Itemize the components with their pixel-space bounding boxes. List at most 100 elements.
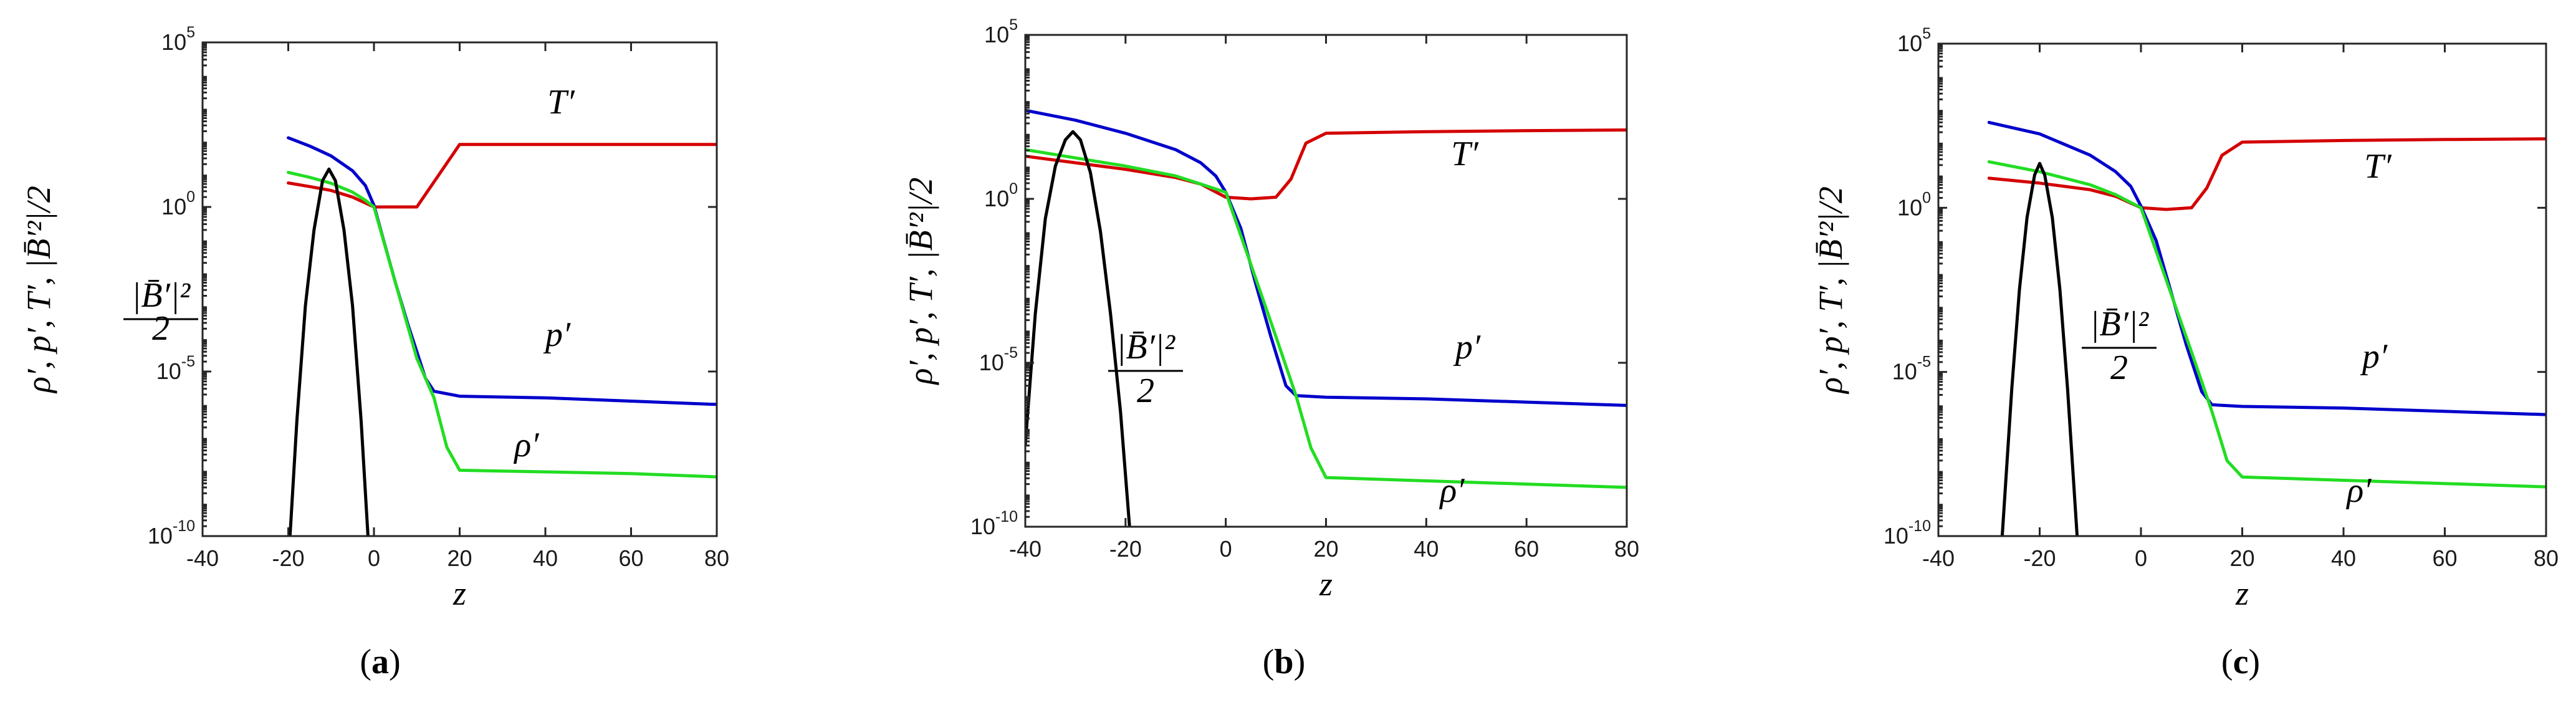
x-tick-label: -20	[272, 545, 304, 571]
y-tick-label: 105	[161, 24, 195, 55]
y-tick-label: 10-10	[1884, 517, 1931, 549]
x-tick-label: 0	[368, 545, 380, 571]
x-axis-label: z	[2235, 575, 2249, 612]
curve-label: ρ′	[513, 426, 539, 464]
x-tick-label: 0	[1220, 536, 1232, 562]
curve-label: p′	[2360, 337, 2388, 376]
y-tick-exponent: -10	[1908, 517, 1931, 535]
y-tick-exponent: 0	[1922, 189, 1931, 206]
caption-letter: c	[2233, 643, 2249, 681]
y-tick-label: 10-5	[1892, 353, 1931, 385]
y-axis-label: ρ′, p′, T′, |B̄′²|/2	[1812, 186, 1849, 395]
caption-paren: (	[360, 643, 371, 681]
plot-frame	[201, 41, 718, 537]
x-tick-label: -40	[1922, 545, 1955, 571]
x-tick-label: 60	[1514, 536, 1539, 562]
x-tick-label: 20	[2229, 545, 2254, 571]
y-tick-base: 10	[1897, 31, 1922, 56]
y-tick-label: 100	[161, 188, 195, 219]
caption-letter: b	[1274, 643, 1293, 681]
y-tick-label: 10-10	[148, 517, 195, 549]
y-tick-base: 10	[984, 186, 1009, 211]
y-tick-exponent: 0	[186, 188, 195, 206]
y-tick-base: 10	[161, 29, 186, 55]
x-tick-label: 60	[2432, 545, 2457, 571]
curve-label: p′	[1453, 328, 1481, 367]
x-tick-label: -20	[1109, 536, 1142, 562]
y-tick-label: 105	[1897, 25, 1931, 56]
panel-caption: (a)	[360, 643, 400, 681]
y-tick-label: 100	[984, 180, 1018, 211]
x-tick-label: 20	[447, 545, 472, 571]
fraction-denominator: 2	[1137, 372, 1154, 410]
fraction-denominator: 2	[152, 309, 170, 348]
x-tick-label: 80	[2534, 545, 2559, 571]
y-tick-exponent: -10	[995, 508, 1018, 525]
caption-paren: )	[2248, 643, 2260, 681]
x-tick-label: 40	[533, 545, 558, 571]
x-tick-label: -40	[1009, 536, 1041, 562]
curve-label: p′	[543, 315, 571, 354]
x-tick-label: 20	[1313, 536, 1338, 562]
y-tick-exponent: 5	[1009, 16, 1018, 34]
caption-letter: a	[371, 643, 389, 681]
panel-caption: (b)	[1263, 643, 1305, 681]
y-tick-base: 10	[970, 514, 995, 539]
y-tick-label: 100	[1897, 189, 1931, 220]
y-tick-base: 10	[1884, 523, 1908, 549]
y-tick-exponent: -5	[1917, 353, 1931, 371]
y-tick-base: 10	[979, 350, 1004, 375]
y-tick-base: 10	[1897, 194, 1922, 220]
curve-label: T′	[1451, 135, 1478, 173]
x-tick-label: 40	[2331, 545, 2356, 571]
y-tick-label: 10-5	[979, 344, 1018, 375]
plot-frame	[1937, 42, 2547, 537]
x-tick-label: -40	[186, 545, 219, 571]
series-line	[1987, 160, 2546, 489]
series-line	[287, 143, 717, 209]
curve-label: T′	[2364, 147, 2392, 186]
curve-label: T′	[547, 83, 575, 122]
series-line	[1025, 128, 1627, 201]
x-tick-label: 80	[1614, 536, 1639, 562]
series-line	[1025, 148, 1627, 489]
magnetic-energy-label: |B̄′|²	[1116, 328, 1175, 367]
panel-caption: (c)	[2221, 643, 2260, 681]
y-tick-base: 10	[156, 358, 181, 384]
y-tick-exponent: 5	[186, 24, 195, 41]
curve-label: ρ′	[2345, 471, 2372, 510]
y-axis-label: ρ′, p′, T′, |B̄′²|/2	[20, 186, 57, 394]
fraction-denominator: 2	[2110, 348, 2128, 387]
plot-frame	[1024, 34, 1628, 528]
y-tick-base: 10	[1892, 359, 1917, 385]
y-tick-exponent: -10	[173, 517, 195, 535]
caption-paren: (	[2221, 643, 2233, 681]
y-axis-label: ρ′, p′, T′, |B̄′²|/2	[902, 177, 939, 385]
x-axis-label: z	[452, 575, 466, 612]
x-tick-label: -20	[2023, 545, 2056, 571]
y-tick-base: 10	[984, 22, 1009, 47]
x-tick-label: 40	[1414, 536, 1439, 562]
x-tick-label: 0	[2135, 545, 2147, 571]
series-line	[288, 167, 370, 536]
x-tick-label: 60	[618, 545, 643, 571]
x-tick-label: 80	[704, 545, 729, 571]
curve-label: ρ′	[1439, 471, 1465, 510]
magnetic-energy-label: |B̄′|²	[2090, 305, 2149, 343]
y-tick-label: 105	[984, 16, 1018, 47]
y-tick-exponent: 0	[1009, 180, 1018, 198]
series-line	[287, 136, 717, 406]
series-line	[1987, 137, 2546, 211]
y-tick-exponent: 5	[1922, 25, 1931, 42]
series-line	[1987, 120, 2546, 416]
caption-paren: (	[1263, 643, 1275, 681]
caption-paren: )	[1294, 643, 1306, 681]
x-axis-label: z	[1319, 565, 1333, 603]
caption-paren: )	[389, 643, 401, 681]
y-tick-base: 10	[148, 523, 173, 549]
y-tick-base: 10	[161, 194, 186, 219]
y-tick-label: 10-10	[970, 508, 1018, 539]
series-line	[1025, 130, 1131, 527]
